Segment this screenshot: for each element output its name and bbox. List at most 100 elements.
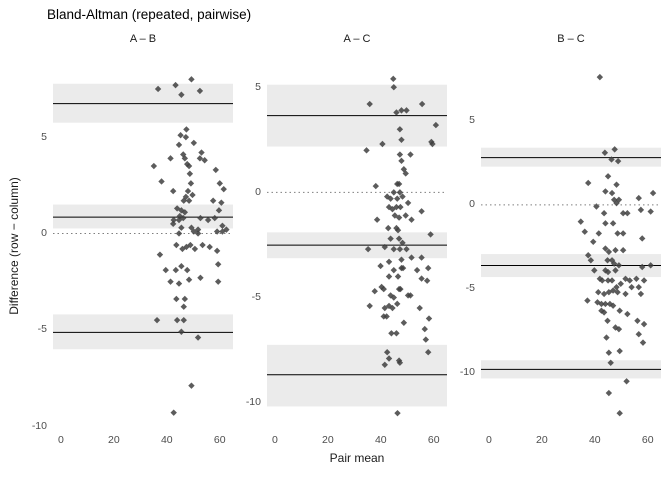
data-point [649,189,657,197]
data-point [614,230,621,237]
data-point [616,409,623,417]
data-point [619,247,627,254]
data-point [396,245,404,253]
data-point [184,187,192,195]
lower-loa-ci-band [267,344,447,407]
data-point [603,334,610,341]
data-point [383,313,390,320]
data-point [619,230,627,237]
data-point [182,133,190,141]
data-point [173,295,180,303]
data-point [167,155,174,162]
data-point [215,207,223,214]
data-point [178,91,185,98]
data-point [194,334,202,341]
data-point [381,243,388,251]
data-point [175,280,183,287]
data-point [390,245,397,253]
x-tick-label: 0 [272,434,278,446]
data-point [590,238,597,245]
data-point [170,409,177,416]
y-tick-label: -5 [251,291,261,304]
data-point [211,214,218,222]
data-point [187,180,195,187]
data-point [403,107,410,114]
panel-plot-area-a-b [53,76,233,416]
data-point [169,220,177,228]
data-point [180,151,187,158]
y-tick-label: 0 [41,226,47,239]
data-point [219,222,226,229]
data-point [640,320,648,328]
data-point [379,140,386,148]
data-point [594,299,601,306]
data-point [396,151,404,158]
data-point [395,235,403,242]
x-tick-label: 60 [641,434,654,446]
x-axis-title: Pair mean [329,451,385,465]
y-tick-label: -5 [465,282,475,295]
data-point [194,230,202,237]
data-point [175,216,183,224]
data-point [390,266,397,274]
data-point [404,199,412,207]
data-point [390,294,397,301]
data-point [172,81,179,89]
data-point [185,276,193,283]
data-point [180,214,187,222]
data-point [581,228,588,235]
facet-label-a-c: A – C [343,33,371,45]
data-point [385,258,393,265]
data-point [408,254,415,261]
data-point [593,203,600,210]
data-point [429,140,436,148]
x-tick-label: 0 [58,434,64,446]
data-point [371,288,378,295]
data-point [604,173,612,180]
data-point [598,300,605,308]
data-point [425,348,432,356]
x-tick-label: 20 [108,434,120,446]
x-tick-label: 20 [536,434,548,446]
data-point [423,277,431,284]
data-point [394,300,401,308]
data-point [190,139,198,147]
data-point [628,283,635,291]
data-point [605,349,613,356]
data-point [635,194,642,202]
data-point [418,275,425,282]
data-point [390,75,397,83]
data-point [399,239,406,247]
data-point [175,230,183,237]
data-point [584,297,591,304]
data-point [402,212,409,219]
data-point [184,266,191,274]
data-point [393,203,400,211]
data-point [391,212,399,219]
data-point [612,267,619,274]
y-axis-title: Difference (row − column) [7,177,21,315]
data-point [398,136,405,144]
data-point [577,218,584,225]
data-point [622,290,629,298]
facet-label-a-b: A – B [129,33,157,45]
data-point [616,347,623,355]
data-point [624,210,631,217]
data-point [150,162,158,170]
data-point [403,245,410,253]
facet-label-b-c: B – C [557,33,585,45]
data-point [422,336,430,343]
data-point [425,315,433,322]
data-point [167,278,174,285]
y-tick-label: -10 [459,366,475,379]
data-point [177,132,184,139]
panel-plot-area-b-c [481,73,661,417]
data-point [609,220,617,227]
data-point [380,285,387,293]
data-point [204,216,212,224]
x-tick-label: 40 [374,434,387,446]
data-point [614,157,622,165]
data-point [153,316,161,324]
data-point [199,241,206,249]
data-point [640,277,648,284]
